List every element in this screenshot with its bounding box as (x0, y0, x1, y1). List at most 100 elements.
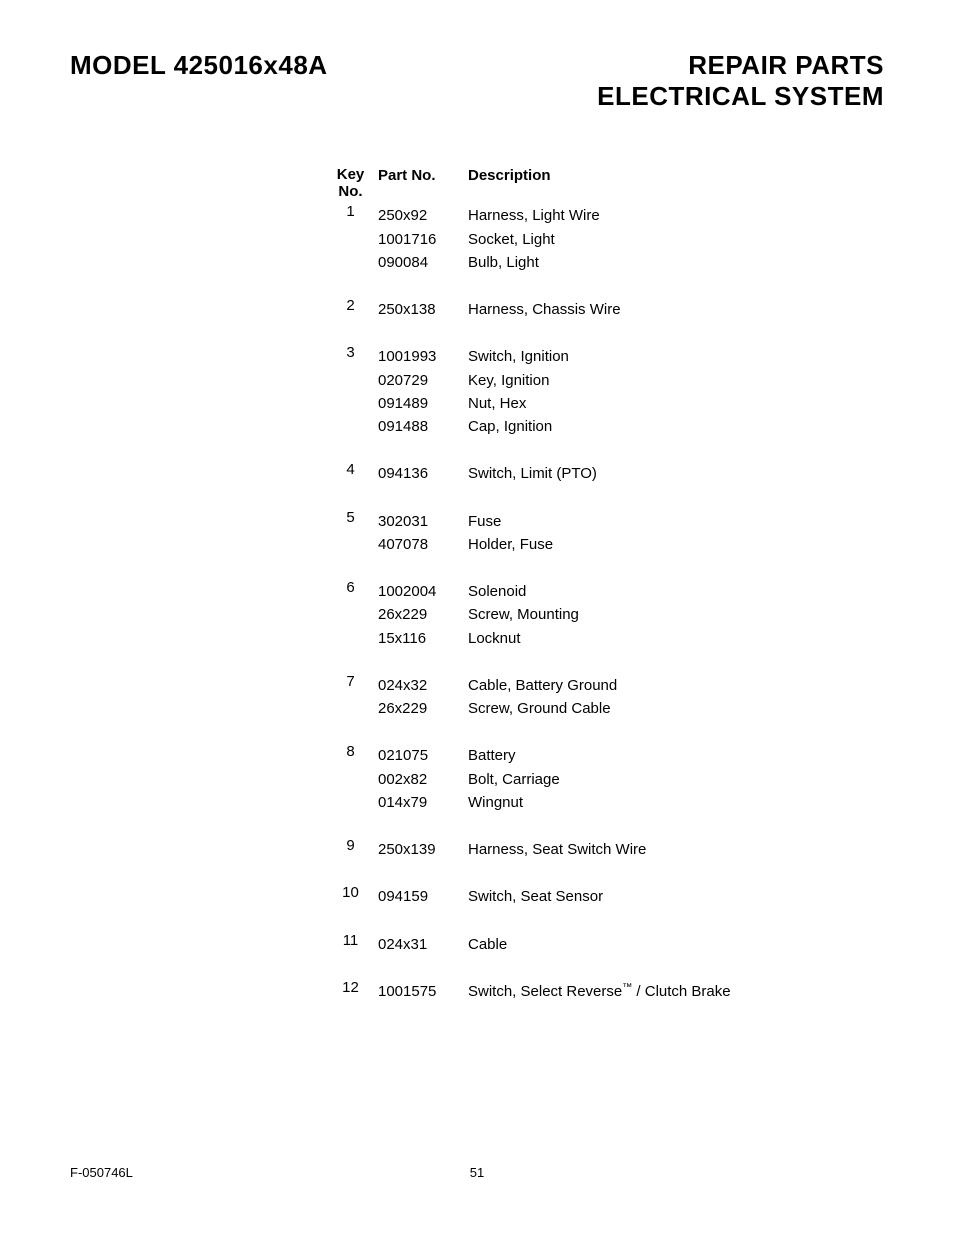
table-group: 4094136Switch, Limit (PTO) (323, 462, 884, 485)
cell-desc: Wingnut (468, 791, 884, 814)
table-group: 9250x139Harness, Seat Switch Wire (323, 838, 884, 861)
cell-desc: Harness, Light Wire (468, 204, 884, 227)
cell-desc: Bolt, Carriage (468, 768, 884, 791)
table-row: 2250x138Harness, Chassis Wire (323, 298, 884, 321)
cell-part: 15x116 (378, 627, 468, 650)
cell-desc: Cable, Battery Ground (468, 674, 884, 697)
page: MODEL 425016x48A REPAIR PARTS ELECTRICAL… (0, 0, 954, 1235)
title-line-1: REPAIR PARTS (597, 50, 884, 81)
footer-spacer (613, 1165, 884, 1180)
page-header: MODEL 425016x48A REPAIR PARTS ELECTRICAL… (70, 50, 884, 112)
cell-key (323, 697, 378, 720)
cell-part: 091488 (378, 415, 468, 438)
table-row: 26x229Screw, Ground Cable (323, 697, 884, 720)
cell-key: 7 (323, 674, 378, 697)
cell-desc: Harness, Chassis Wire (468, 298, 884, 321)
table-body: 1250x92Harness, Light Wire1001716Socket,… (323, 204, 884, 1003)
table-group: 1250x92Harness, Light Wire1001716Socket,… (323, 204, 884, 274)
cell-desc: Bulb, Light (468, 251, 884, 274)
cell-desc: Solenoid (468, 580, 884, 603)
cell-desc: Switch, Ignition (468, 345, 884, 368)
cell-part: 1001993 (378, 345, 468, 368)
cell-part: 250x92 (378, 204, 468, 227)
table-group: 5302031Fuse407078Holder, Fuse (323, 510, 884, 557)
cell-desc: Holder, Fuse (468, 533, 884, 556)
table-group: 61002004Solenoid26x229Screw, Mounting15x… (323, 580, 884, 650)
footer-page-no: 51 (341, 1165, 612, 1180)
cell-part: 302031 (378, 510, 468, 533)
cell-desc: Switch, Limit (PTO) (468, 462, 884, 485)
cell-key (323, 392, 378, 415)
cell-part: 094159 (378, 885, 468, 908)
cell-part: 26x229 (378, 697, 468, 720)
col-header-key-2: No. (338, 183, 362, 200)
cell-desc: Switch, Select Reverse™ / Clutch Brake (468, 980, 884, 1003)
cell-desc: Screw, Ground Cable (468, 697, 884, 720)
cell-desc: Key, Ignition (468, 369, 884, 392)
cell-key (323, 415, 378, 438)
cell-key (323, 768, 378, 791)
col-header-key-1: Key (337, 166, 365, 183)
column-headers: Key No. Part No. Description (323, 167, 884, 200)
table-row: 020729Key, Ignition (323, 369, 884, 392)
cell-key (323, 228, 378, 251)
cell-desc: Harness, Seat Switch Wire (468, 838, 884, 861)
cell-part: 1001716 (378, 228, 468, 251)
cell-part: 26x229 (378, 603, 468, 626)
table-row: 1250x92Harness, Light Wire (323, 204, 884, 227)
table-group: 2250x138Harness, Chassis Wire (323, 298, 884, 321)
cell-key: 11 (323, 933, 378, 956)
cell-key: 8 (323, 744, 378, 767)
cell-key (323, 791, 378, 814)
cell-key: 5 (323, 510, 378, 533)
cell-key: 10 (323, 885, 378, 908)
table-row: 4094136Switch, Limit (PTO) (323, 462, 884, 485)
cell-desc: Cap, Ignition (468, 415, 884, 438)
cell-desc: Nut, Hex (468, 392, 884, 415)
table-row: 9250x139Harness, Seat Switch Wire (323, 838, 884, 861)
cell-desc: Fuse (468, 510, 884, 533)
table-row: 31001993Switch, Ignition (323, 345, 884, 368)
cell-part: 1001575 (378, 980, 468, 1003)
cell-key: 6 (323, 580, 378, 603)
table-group: 11024x31Cable (323, 933, 884, 956)
table-row: 091488Cap, Ignition (323, 415, 884, 438)
table-group: 7024x32Cable, Battery Ground26x229Screw,… (323, 674, 884, 721)
cell-key (323, 627, 378, 650)
title-block: REPAIR PARTS ELECTRICAL SYSTEM (597, 50, 884, 112)
cell-part: 091489 (378, 392, 468, 415)
cell-part: 024x32 (378, 674, 468, 697)
cell-part: 094136 (378, 462, 468, 485)
cell-part: 090084 (378, 251, 468, 274)
cell-desc: Battery (468, 744, 884, 767)
cell-part: 250x139 (378, 838, 468, 861)
table-row: 090084Bulb, Light (323, 251, 884, 274)
table-row: 121001575Switch, Select Reverse™ / Clutc… (323, 980, 884, 1003)
cell-part: 021075 (378, 744, 468, 767)
cell-key (323, 603, 378, 626)
cell-part: 407078 (378, 533, 468, 556)
cell-key: 1 (323, 204, 378, 227)
col-header-part: Part No. (378, 167, 468, 200)
cell-key (323, 369, 378, 392)
table-row: 61002004Solenoid (323, 580, 884, 603)
table-group: 31001993Switch, Ignition020729Key, Ignit… (323, 345, 884, 438)
cell-key: 2 (323, 298, 378, 321)
cell-part: 002x82 (378, 768, 468, 791)
col-header-key: Key No. (323, 167, 378, 200)
table-group: 121001575Switch, Select Reverse™ / Clutc… (323, 980, 884, 1003)
cell-key: 3 (323, 345, 378, 368)
cell-key: 4 (323, 462, 378, 485)
cell-key (323, 251, 378, 274)
model-label: MODEL 425016x48A (70, 50, 328, 81)
cell-part: 250x138 (378, 298, 468, 321)
table-row: 1001716Socket, Light (323, 228, 884, 251)
table-row: 15x116Locknut (323, 627, 884, 650)
title-line-2: ELECTRICAL SYSTEM (597, 81, 884, 112)
table-row: 11024x31Cable (323, 933, 884, 956)
page-footer: F-050746L 51 (70, 1165, 884, 1180)
table-row: 26x229Screw, Mounting (323, 603, 884, 626)
table-group: 8021075Battery002x82Bolt, Carriage014x79… (323, 744, 884, 814)
table-row: 014x79Wingnut (323, 791, 884, 814)
parts-table: Key No. Part No. Description 1250x92Harn… (323, 167, 884, 1003)
